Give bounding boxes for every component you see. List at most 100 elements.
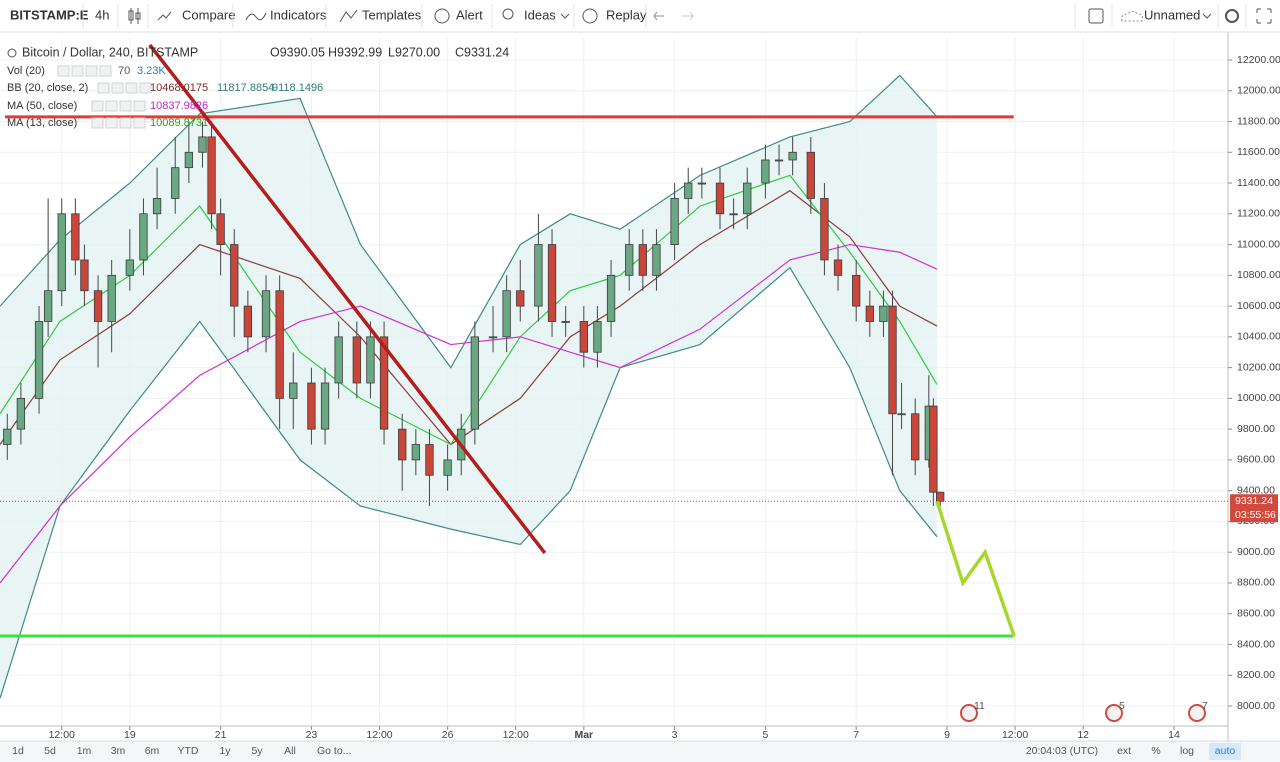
candle-body [261, 290, 271, 338]
option-button[interactable]: log [1180, 745, 1194, 757]
legend-row-value: 3.23K [137, 65, 166, 77]
candle-body [697, 182, 706, 185]
event-flag[interactable] [1105, 704, 1123, 722]
y-tick-label: 11800.00 [1237, 115, 1280, 127]
replay[interactable]: Replay [606, 7, 647, 22]
candle-body [743, 182, 752, 215]
x-tick-label: 19 [124, 729, 136, 741]
goto-button[interactable]: Go to... [317, 745, 351, 757]
candle-icon[interactable] [128, 8, 141, 24]
y-tick-label: 8400.00 [1237, 638, 1275, 650]
event-count: 11 [974, 700, 985, 712]
legend-button[interactable] [57, 65, 70, 77]
cloud-icon [1121, 11, 1143, 22]
bottom-bar [0, 741, 1280, 762]
candle-body [547, 244, 557, 322]
legend-button[interactable] [85, 65, 98, 77]
option-button[interactable]: ext [1117, 745, 1131, 757]
range-button[interactable]: 1m [77, 745, 92, 757]
y-tick-label: 10400.00 [1237, 331, 1280, 343]
event-count: 7 [1202, 700, 1208, 712]
legend-button[interactable] [97, 82, 110, 94]
legend-row-value: 9118.1496 [272, 82, 323, 94]
ideas[interactable]: Ideas [524, 7, 556, 22]
range-button[interactable]: 5d [44, 745, 56, 757]
legend-button[interactable] [139, 82, 152, 94]
y-tick-label: 10000.00 [1237, 392, 1280, 404]
legend-button[interactable] [111, 82, 124, 94]
settings-icon[interactable] [1225, 9, 1239, 23]
legend-button[interactable] [119, 117, 132, 129]
x-tick-label: 9 [944, 729, 950, 741]
legend-button[interactable] [91, 117, 104, 129]
legend-button[interactable] [99, 65, 112, 77]
range-button[interactable]: YTD [178, 745, 199, 757]
legend-button[interactable] [105, 117, 118, 129]
option-button[interactable]: % [1151, 745, 1160, 757]
fullscreen-box[interactable] [1088, 8, 1104, 24]
range-button[interactable]: 6m [145, 745, 160, 757]
x-tick-label: 12:00 [49, 729, 75, 741]
bottom-bar-items: 1d 5d 1m 3m 6m YTD 1y 5y All Go to... 20:04:03 (UT… [12, 743, 1241, 760]
legend-row-name: BB (20, close, 2) [7, 82, 88, 94]
indicator-line [0, 190, 938, 446]
legend-button[interactable] [133, 117, 146, 129]
drawing-line [148, 43, 547, 555]
candle-body [16, 397, 26, 430]
candle-body [275, 290, 284, 399]
legend-row-value: 70 [118, 65, 130, 77]
templates[interactable]: Templates [362, 7, 422, 22]
range-button[interactable]: 5y [251, 745, 263, 757]
legend-button[interactable] [105, 100, 118, 112]
legend-button[interactable] [91, 100, 104, 112]
indicators-icon [245, 12, 267, 21]
compare[interactable]: Compare [182, 7, 235, 22]
option-button[interactable]: auto [1215, 745, 1236, 757]
range-button[interactable]: All [284, 745, 296, 757]
redo[interactable] [683, 11, 694, 21]
legend-title: Bitcoin / Dollar, 240, BITSTAMP [22, 45, 198, 59]
x-tick-label: 7 [853, 729, 859, 741]
x-tick-label: 26 [442, 729, 454, 741]
legend-button[interactable] [119, 100, 132, 112]
event-flag[interactable] [1188, 704, 1206, 722]
candle-body [788, 151, 797, 161]
ohlc-value: O9390.05 [270, 45, 325, 59]
candle-body [852, 274, 861, 307]
layout-name[interactable]: Unnamed [1144, 7, 1200, 22]
candle-body [911, 413, 920, 461]
drawing-line [935, 500, 1016, 637]
candle-body [366, 336, 375, 384]
x-tick-label: 21 [215, 729, 227, 741]
event-flag[interactable] [960, 704, 978, 722]
interval[interactable]: 4h [95, 7, 109, 22]
range-button[interactable]: 1y [219, 745, 231, 757]
y-tick-label: 11400.00 [1237, 177, 1280, 189]
ohlc-value: L9270.00 [388, 45, 440, 59]
range-button[interactable]: 1d [12, 745, 24, 757]
toolbar-separators [82, 4, 1247, 28]
legend-button[interactable] [125, 82, 138, 94]
candle-body [579, 321, 588, 353]
y-tick-label: 8600.00 [1237, 607, 1275, 619]
expand-icon[interactable] [1256, 8, 1272, 24]
legend-button[interactable] [71, 65, 84, 77]
candle-body [289, 382, 298, 399]
candle-body [71, 213, 80, 261]
alert[interactable]: Alert [456, 7, 483, 22]
candle-body [216, 213, 225, 245]
y-tick-label: 10200.00 [1237, 361, 1280, 373]
y-tick-label: 10800.00 [1237, 269, 1280, 281]
candle-body [761, 159, 770, 184]
legend-button[interactable] [133, 100, 146, 112]
range-button[interactable]: 3m [111, 745, 126, 757]
symbol[interactable]: BITSTAMP:E [10, 7, 89, 22]
candle-body [443, 459, 452, 476]
toolbar [0, 0, 1280, 32]
candle-body [334, 336, 343, 384]
undo[interactable] [653, 11, 664, 21]
y-tick-label: 11200.00 [1237, 208, 1280, 220]
indicators[interactable]: Indicators [270, 7, 327, 22]
templates-icon [339, 9, 358, 23]
candle-body [398, 428, 407, 461]
